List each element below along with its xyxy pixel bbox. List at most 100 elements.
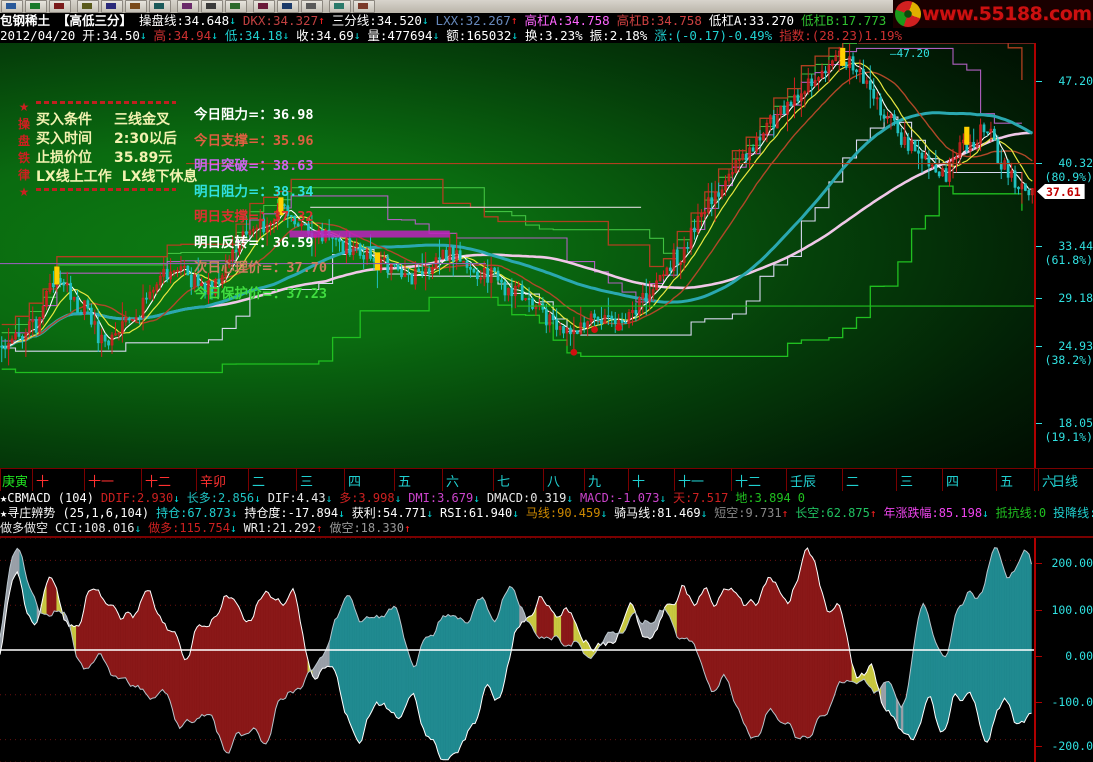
open-icon[interactable] bbox=[1, 0, 23, 13]
line-icon[interactable] bbox=[253, 0, 275, 13]
osc-band-fill bbox=[494, 617, 498, 701]
refresh-icon[interactable] bbox=[329, 0, 351, 13]
candle-body bbox=[596, 316, 600, 321]
date-tick bbox=[1034, 469, 1035, 491]
paste-icon[interactable] bbox=[125, 0, 147, 13]
watermark-text: www.55188.com bbox=[922, 3, 1092, 25]
candle-body bbox=[348, 238, 352, 255]
candle-body bbox=[345, 238, 348, 254]
date-tick bbox=[84, 469, 85, 491]
chart-icon[interactable] bbox=[201, 0, 223, 13]
osc-band-fill bbox=[472, 605, 476, 724]
candle-body bbox=[834, 55, 838, 62]
candle-body bbox=[924, 155, 927, 159]
candle-body bbox=[503, 281, 507, 296]
price-axis-label: 18.05 bbox=[1058, 416, 1093, 430]
zoom-icon[interactable] bbox=[177, 0, 199, 13]
candle-body bbox=[1020, 183, 1024, 190]
osc-band-fill bbox=[839, 605, 843, 684]
candle-body bbox=[138, 316, 141, 319]
osc-band-fill bbox=[231, 597, 235, 748]
candle-body bbox=[527, 298, 531, 300]
axis-tick bbox=[1036, 746, 1042, 747]
osc-band-fill bbox=[181, 653, 185, 727]
oscillator-axis[interactable]: 200.00 100.00 0.00 -100.0 -200.0 bbox=[1034, 538, 1093, 762]
candle-body bbox=[96, 321, 100, 344]
candle-body bbox=[58, 278, 62, 283]
copy-icon[interactable] bbox=[77, 0, 99, 13]
candle-body bbox=[62, 281, 66, 286]
candle-body bbox=[200, 282, 203, 286]
help-icon[interactable] bbox=[353, 0, 375, 13]
osc-band-fill bbox=[804, 547, 808, 739]
osc-band-fill bbox=[991, 547, 995, 728]
osc-band-fill bbox=[196, 624, 200, 720]
arrow-down-icon: ↓ bbox=[230, 507, 238, 520]
print-icon[interactable] bbox=[49, 0, 71, 13]
app-toolbar[interactable] bbox=[0, 0, 1093, 14]
osc-band-fill bbox=[159, 616, 163, 693]
candle-body bbox=[72, 296, 76, 300]
candle-body bbox=[851, 56, 855, 71]
arrow-down-icon: ↓ bbox=[325, 492, 333, 505]
cut-icon[interactable] bbox=[101, 0, 123, 13]
price-chart[interactable]: —47.20 ★操盘铁律★ 买入条件 三线金叉 买入时间 2:30以后 止损价位 35.8… bbox=[0, 43, 1034, 468]
price-axis[interactable]: 47.20 40.32 (80.9%) 33.44 (61.8%) 29.18 24.93(… bbox=[1034, 43, 1093, 506]
osc-band-fill bbox=[782, 596, 786, 725]
candle-body bbox=[989, 128, 993, 133]
candle-body bbox=[672, 249, 676, 272]
indicator-field-item: CCI:108.016 bbox=[55, 521, 135, 535]
candle-body bbox=[334, 237, 338, 240]
osc-band-fill bbox=[551, 609, 555, 641]
osc-band-fill bbox=[199, 624, 203, 719]
candle-body bbox=[772, 115, 776, 129]
candle-body bbox=[251, 228, 255, 232]
arrow-down-icon: ↓ bbox=[353, 29, 361, 42]
candle-body bbox=[486, 268, 490, 283]
osc-band-fill bbox=[738, 595, 742, 716]
candle-body bbox=[817, 77, 820, 81]
pie-icon[interactable] bbox=[301, 0, 323, 13]
undo-icon[interactable] bbox=[149, 0, 171, 13]
candle-body bbox=[493, 267, 496, 272]
osc-band-fill bbox=[204, 625, 207, 717]
osc-band-fill bbox=[799, 559, 803, 740]
osc-band-fill bbox=[98, 589, 102, 655]
oscillator-chart[interactable] bbox=[0, 538, 1034, 762]
osc-band-fill bbox=[824, 601, 828, 717]
quote-field-item: 2012/04/20 bbox=[0, 28, 76, 43]
osc-band-fill bbox=[103, 598, 107, 664]
osc-band-fill bbox=[376, 614, 380, 707]
level-label: 明日突破=： bbox=[194, 158, 273, 174]
help-icon bbox=[358, 3, 368, 9]
candle-body bbox=[627, 312, 631, 324]
save-icon[interactable] bbox=[25, 0, 47, 13]
osc-band-fill bbox=[162, 621, 166, 694]
level-label: 明日阻力=： bbox=[194, 183, 273, 200]
date-axis[interactable]: 庚寅十十一 十二 辛卯二三四五六七八九十十一 十二 壬辰二三四五六日线 bbox=[0, 468, 1093, 492]
arrow-down-icon: ↓ bbox=[211, 29, 218, 42]
date-tick bbox=[248, 469, 249, 491]
osc-band-fill bbox=[430, 634, 434, 740]
grid-icon[interactable] bbox=[225, 0, 247, 13]
osc-band-fill bbox=[282, 602, 286, 700]
candle-body bbox=[693, 227, 696, 233]
osc-band-fill bbox=[689, 595, 692, 642]
axis-tick bbox=[1036, 423, 1042, 424]
arrow-down-icon: ↓ bbox=[511, 29, 519, 42]
date-tick bbox=[628, 469, 629, 491]
candle-body bbox=[862, 68, 865, 84]
candle-body bbox=[14, 333, 17, 340]
candle-body bbox=[724, 180, 727, 191]
candle-body bbox=[76, 296, 79, 313]
candle-body bbox=[544, 308, 548, 326]
candle-body bbox=[1003, 160, 1007, 170]
bar-icon[interactable] bbox=[277, 0, 299, 13]
osc-band-fill bbox=[794, 580, 798, 739]
osc-band-fill bbox=[164, 623, 168, 695]
arrow-down-icon: ↓ bbox=[254, 492, 261, 505]
date-label: 辛卯 bbox=[200, 475, 227, 490]
osc-band-fill bbox=[346, 595, 350, 723]
quote-field-item: 开:34.50 bbox=[82, 28, 140, 43]
osc-band-fill bbox=[822, 592, 825, 717]
